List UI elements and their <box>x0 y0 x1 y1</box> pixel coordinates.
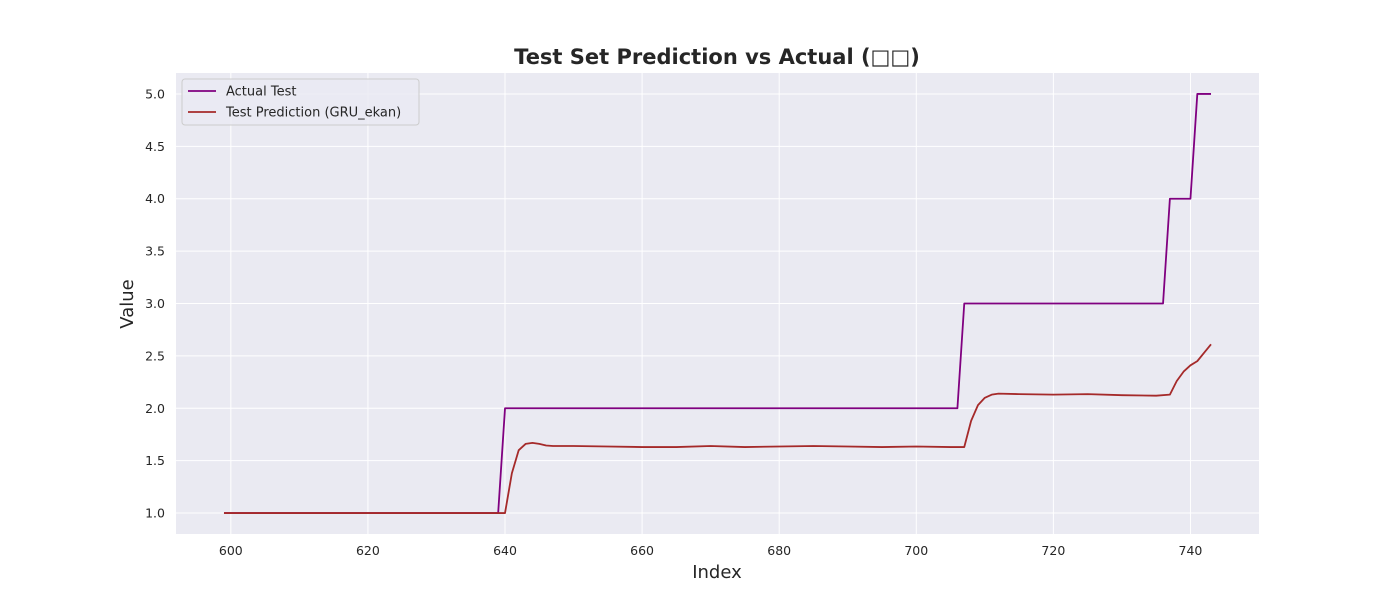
y-tick-label: 2.0 <box>145 401 165 416</box>
series-line-test-prediction <box>223 343 1212 514</box>
x-tick-label: 680 <box>767 543 791 558</box>
y-tick-label: 3.5 <box>145 244 165 259</box>
chart-title: Test Set Prediction vs Actual (□□) <box>514 45 920 69</box>
legend: Actual Test Test Prediction (GRU_ekan) <box>181 78 420 126</box>
y-tick-label: 1.5 <box>145 453 165 468</box>
series-line-actual-test <box>223 93 1212 514</box>
tick-labels: 600 620 640 660 680 700 720 740 1.0 1.5 2.0 2.5 3.0 3… <box>145 86 1202 558</box>
x-axis-label: Index <box>692 562 742 583</box>
y-tick-label: 5.0 <box>145 86 165 101</box>
legend-frame <box>181 78 420 126</box>
y-tick-label: 4.0 <box>145 191 165 206</box>
x-tick-label: 660 <box>630 543 654 558</box>
legend-label-test-prediction: Test Prediction (GRU_ekan) <box>225 106 401 121</box>
y-tick-label: 3.0 <box>145 296 165 311</box>
x-tick-label: 600 <box>219 543 243 558</box>
y-axis-label: Value <box>117 279 138 328</box>
legend-label-actual-test: Actual Test <box>226 85 296 100</box>
x-tick-label: 620 <box>356 543 380 558</box>
series-lines <box>223 93 1212 514</box>
x-tick-label: 700 <box>904 543 928 558</box>
x-tick-label: 720 <box>1041 543 1065 558</box>
x-tick-label: 740 <box>1179 543 1203 558</box>
x-tick-label: 640 <box>493 543 517 558</box>
y-tick-label: 1.0 <box>145 506 165 521</box>
y-tick-label: 4.5 <box>145 139 165 154</box>
y-tick-label: 2.5 <box>145 348 165 363</box>
